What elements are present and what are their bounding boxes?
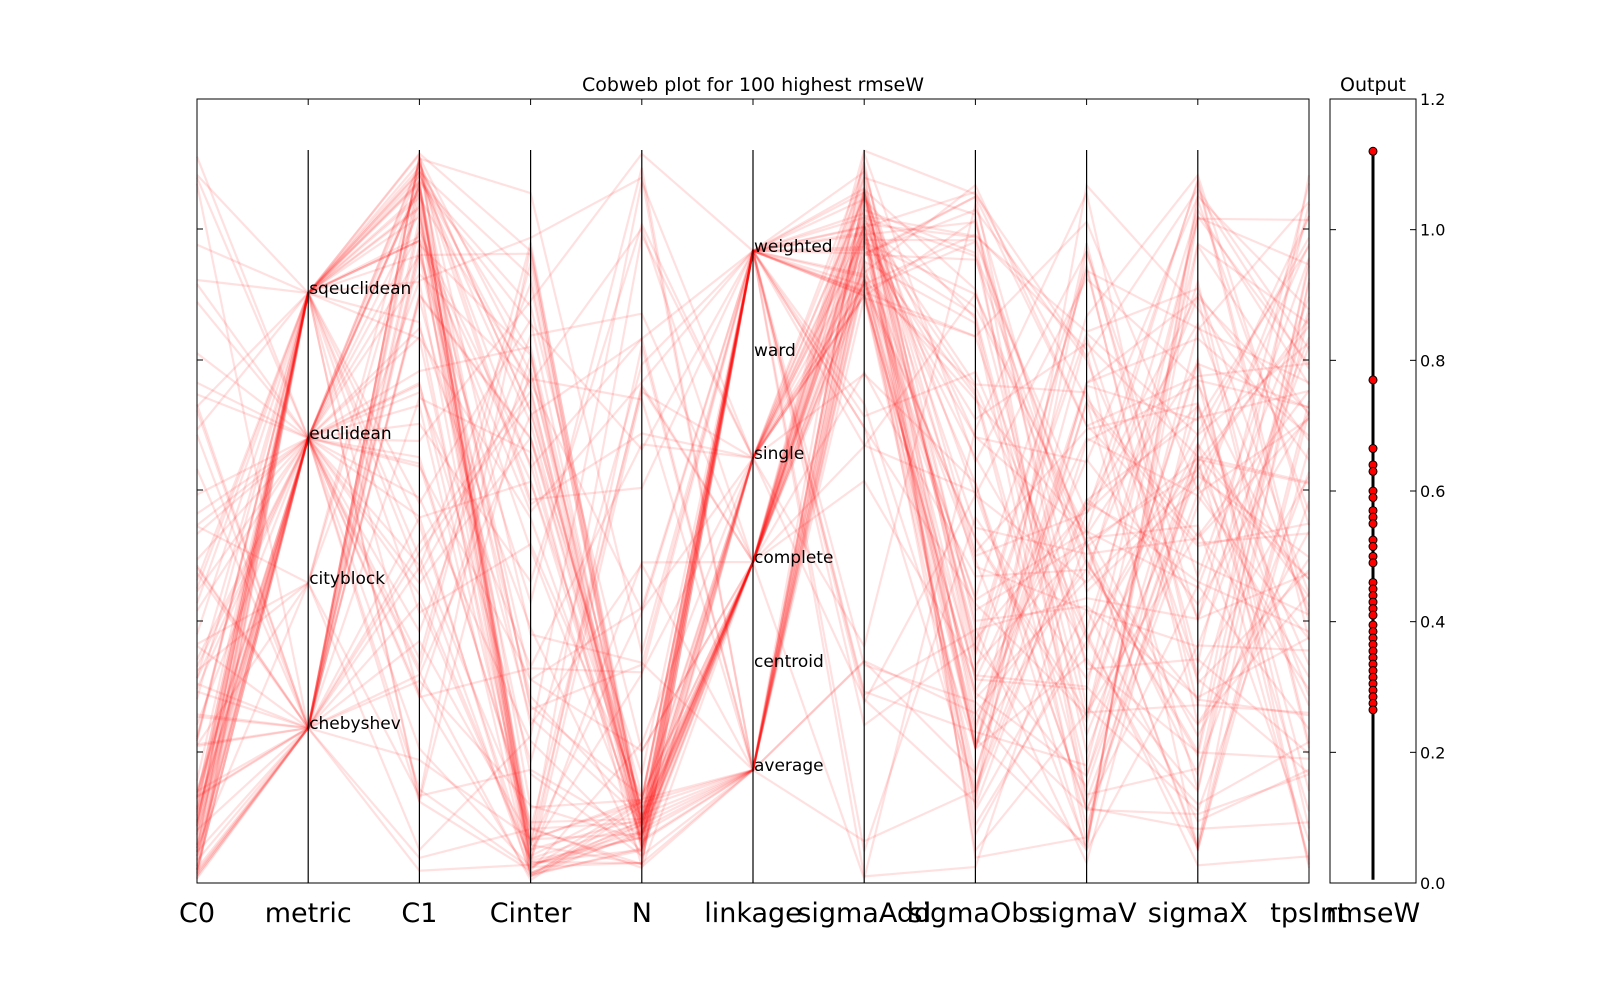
cobweb-panel: chebyshev cityblock euclidean sqeuclidean av…	[179, 74, 1348, 929]
output-tick-label: 1.0	[1420, 221, 1445, 240]
output-point	[1368, 375, 1378, 385]
category-labels: chebyshev cityblock euclidean sqeuclidean av…	[309, 237, 833, 776]
output-point	[1368, 146, 1378, 156]
output-point	[1368, 519, 1378, 529]
category-label: average	[754, 756, 824, 776]
axis-name: Cinter	[490, 898, 573, 929]
output-title: Output	[1340, 74, 1406, 96]
output-tick-label: 0.2	[1420, 743, 1445, 762]
category-label: ward	[754, 341, 796, 361]
axis-name: sigmaX	[1148, 898, 1248, 929]
output-tick-label: 1.2	[1420, 90, 1445, 109]
output-tick-label: 0.8	[1420, 351, 1445, 370]
axis-name: N	[632, 898, 652, 929]
axis-lines	[307, 150, 1199, 883]
output-point	[1368, 705, 1378, 715]
category-label: weighted	[754, 237, 833, 257]
output-point	[1368, 542, 1378, 552]
axis-name: linkage	[704, 898, 802, 929]
output-x-label: rmseW	[1326, 898, 1420, 929]
output-panel: Output 0.0 0.2 0.4 0.6 0.8 1.0 1.2 rmseW	[1326, 74, 1446, 929]
axis-name: sigmaAdd	[797, 898, 931, 929]
output-y-ticks: 0.0 0.2 0.4 0.6 0.8 1.0 1.2	[1330, 90, 1445, 893]
axis-name: sigmaV	[1037, 898, 1138, 929]
axis-name: C0	[179, 898, 215, 929]
output-point	[1368, 610, 1378, 620]
chart-title: Cobweb plot for 100 highest rmseW	[582, 74, 924, 96]
category-label: chebyshev	[309, 714, 401, 734]
frame-ticks	[197, 99, 1309, 753]
axis-name: C1	[401, 898, 437, 929]
category-label: euclidean	[309, 424, 391, 444]
category-label: complete	[754, 548, 833, 568]
category-label: centroid	[754, 652, 824, 672]
axis-name: tpsInt	[1270, 898, 1347, 929]
axis-name: sigmaObs	[908, 898, 1042, 929]
category-label: sqeuclidean	[309, 279, 411, 299]
output-point	[1368, 466, 1378, 476]
category-label: cityblock	[309, 569, 385, 589]
output-point	[1368, 558, 1378, 568]
output-tick-label: 0.6	[1420, 482, 1445, 501]
output-tick-label: 0.4	[1420, 613, 1445, 632]
category-label: single	[754, 444, 804, 464]
output-point	[1368, 493, 1378, 503]
output-point	[1368, 444, 1378, 454]
output-tick-label: 0.0	[1420, 874, 1445, 893]
axis-name: metric	[265, 898, 352, 929]
output-points	[1368, 146, 1378, 715]
